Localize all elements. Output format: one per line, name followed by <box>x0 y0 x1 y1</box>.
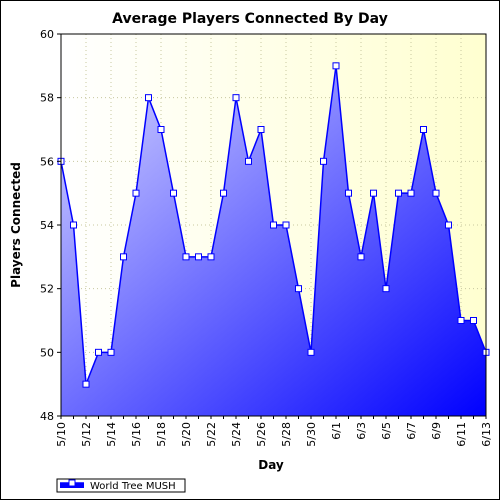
data-point <box>370 189 377 197</box>
x-axis-title: Day <box>258 458 284 472</box>
data-point <box>232 94 240 102</box>
x-tick-label: 5/22 <box>205 422 218 447</box>
series-area-fill <box>61 65 486 416</box>
x-tick-label: 6/5 <box>380 422 393 440</box>
y-tick-label: 48 <box>40 410 54 423</box>
x-tick-label: 6/3 <box>355 422 368 440</box>
data-point <box>107 348 115 356</box>
x-tick-label: 5/16 <box>130 422 143 447</box>
data-point <box>182 253 190 261</box>
x-tick-label: 5/18 <box>155 422 168 447</box>
data-point <box>295 285 302 293</box>
data-point <box>407 189 415 197</box>
data-point <box>270 221 277 229</box>
data-point <box>170 189 177 197</box>
data-point <box>345 189 352 197</box>
data-point <box>132 189 140 197</box>
data-point <box>82 380 90 388</box>
x-tick-label: 6/11 <box>455 422 468 447</box>
y-tick-label: 54 <box>40 219 54 232</box>
data-point <box>145 94 152 102</box>
x-tick-label: 6/13 <box>480 422 493 447</box>
data-point <box>207 253 215 261</box>
x-tick-label: 6/7 <box>405 422 418 440</box>
data-point <box>282 221 290 229</box>
x-tick-label: 5/28 <box>280 422 293 447</box>
legend: World Tree MUSH <box>56 478 186 493</box>
data-point <box>432 189 440 197</box>
data-point <box>445 221 452 229</box>
x-tick-label: 5/14 <box>105 422 118 447</box>
y-tick-label: 52 <box>40 283 54 296</box>
x-tick-label: 5/12 <box>80 422 93 447</box>
y-tick-label: 58 <box>40 92 54 105</box>
data-point <box>120 253 127 261</box>
data-point <box>307 348 315 356</box>
x-tick-label: 5/26 <box>255 422 268 447</box>
y-tick-label: 56 <box>40 155 54 168</box>
data-point <box>420 126 427 133</box>
data-point <box>195 253 202 261</box>
y-tick-label: 60 <box>40 28 54 41</box>
y-tick-label: 50 <box>40 346 54 359</box>
legend-box <box>56 478 186 493</box>
y-axis-title: Players Connected <box>9 162 23 288</box>
x-tick-label: 5/30 <box>305 422 318 447</box>
x-tick-label: 5/10 <box>55 422 68 447</box>
x-tick-label: 6/9 <box>430 422 443 440</box>
data-point <box>357 253 365 261</box>
x-axis-ticks: 5/10 5/12 5/14 5/16 5/18 5/20 5/22 5/24 5/26 5/28… <box>55 416 493 447</box>
data-point <box>220 189 227 197</box>
chart-title: Average Players Connected By Day <box>112 11 388 27</box>
data-point <box>470 317 477 324</box>
x-tick-label: 6/1 <box>330 422 343 440</box>
data-point <box>245 157 252 165</box>
data-point <box>70 221 77 229</box>
data-point <box>157 126 165 133</box>
data-point <box>257 126 265 133</box>
data-point <box>382 285 390 293</box>
data-point <box>320 157 327 165</box>
legend-marker <box>68 479 76 487</box>
data-point <box>95 348 102 356</box>
x-tick-label: 5/20 <box>180 422 193 447</box>
y-axis-ticks: 48 50 52 54 56 58 60 <box>40 28 61 423</box>
data-point <box>332 62 340 70</box>
legend-label: World Tree MUSH <box>90 481 176 492</box>
x-tick-label: 5/24 <box>230 422 243 447</box>
data-point <box>457 317 465 324</box>
data-point <box>395 189 402 197</box>
